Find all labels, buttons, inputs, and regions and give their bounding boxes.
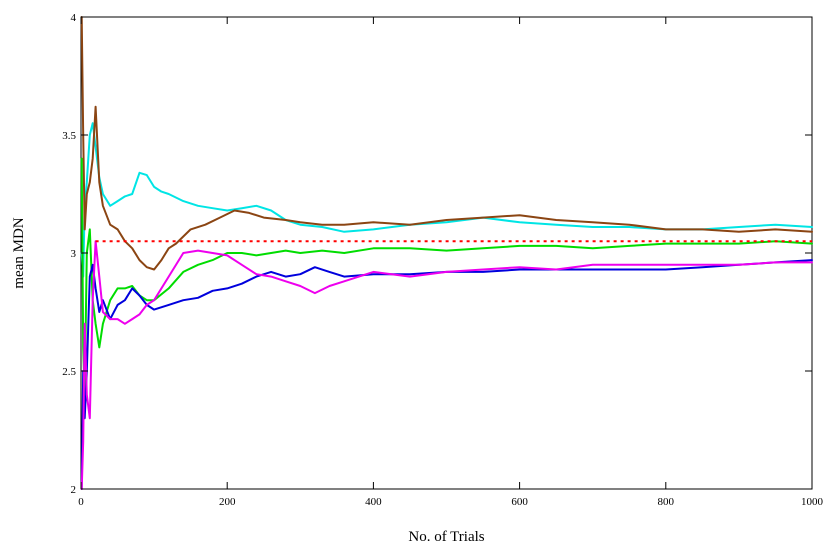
x-tick-label: 0: [78, 496, 84, 508]
plot-frame: [80, 16, 813, 490]
y-tick-label: 3: [71, 248, 77, 260]
x-tick-label: 1000: [801, 496, 824, 508]
x-tick-label: 800: [658, 496, 675, 508]
series-layer: [80, 16, 813, 490]
y-tick-label: 2: [71, 484, 77, 496]
plot-area: [80, 16, 813, 490]
series-line-5: [80, 240, 813, 490]
series-line-4: [80, 259, 813, 490]
x-axis-title: No. of Trials: [408, 529, 484, 545]
x-tick-label: 600: [511, 496, 528, 508]
x-tick-label: 200: [219, 496, 236, 508]
y-tick-label: 2.5: [62, 366, 76, 378]
y-axis-title: mean MDN: [11, 217, 27, 288]
series-line-3: [80, 157, 813, 396]
ticks: 0 200 400 600 800 1000 2 2.5 3 3.5 4: [62, 12, 823, 508]
series-line-2: [80, 16, 813, 271]
series-line-1: [80, 122, 813, 278]
y-tick-label: 3.5: [62, 130, 76, 142]
y-tick-label: 4: [71, 12, 77, 24]
x-tick-label: 400: [365, 496, 382, 508]
